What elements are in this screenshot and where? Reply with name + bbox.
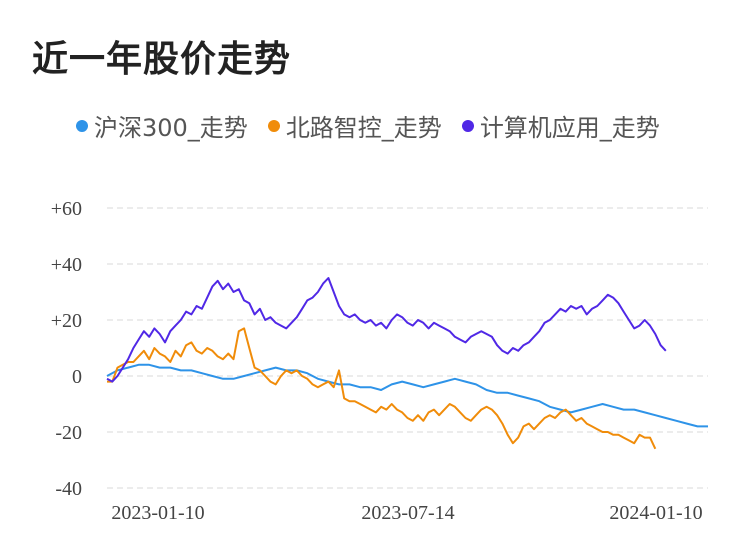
y-tick-label: +40 — [51, 254, 82, 276]
series-lines — [106, 277, 708, 450]
chart-legend: 沪深300_走势 北路智控_走势 计算机应用_走势 — [76, 108, 680, 143]
legend-label: 沪深300_走势 — [94, 114, 248, 142]
legend-item-computer-app[interactable]: 计算机应用_走势 — [461, 108, 660, 143]
legend-label: 北路智控_走势 — [285, 114, 442, 142]
y-tick-label: +60 — [51, 198, 82, 220]
x-axis: 2023-01-10 2023-07-14 2024-01-10 — [111, 502, 702, 524]
x-tick-label: 2024-01-10 — [609, 502, 702, 524]
legend-dot-icon — [76, 119, 88, 132]
y-tick-label: -40 — [55, 478, 82, 500]
series-line-0 — [106, 363, 708, 428]
legend-item-hs300[interactable]: 沪深300_走势 — [76, 108, 248, 143]
series-line-1 — [107, 327, 657, 450]
y-tick-label: +20 — [51, 310, 82, 332]
legend-dot-icon — [461, 119, 474, 132]
y-axis: +60 +40 +20 0 -20 -40 — [51, 198, 82, 500]
legend-item-beilu[interactable]: 北路智控_走势 — [267, 108, 442, 143]
x-tick-label: 2023-07-14 — [361, 502, 454, 524]
y-tick-label: -20 — [55, 422, 82, 444]
series-line-2 — [106, 277, 667, 383]
gridlines — [107, 207, 708, 489]
x-tick-label: 2023-01-10 — [111, 502, 204, 524]
legend-dot-icon — [267, 119, 280, 132]
legend-label: 计算机应用_走势 — [479, 114, 660, 142]
y-tick-label: 0 — [72, 366, 82, 388]
chart-title: 近一年股价走势 — [32, 39, 292, 80]
